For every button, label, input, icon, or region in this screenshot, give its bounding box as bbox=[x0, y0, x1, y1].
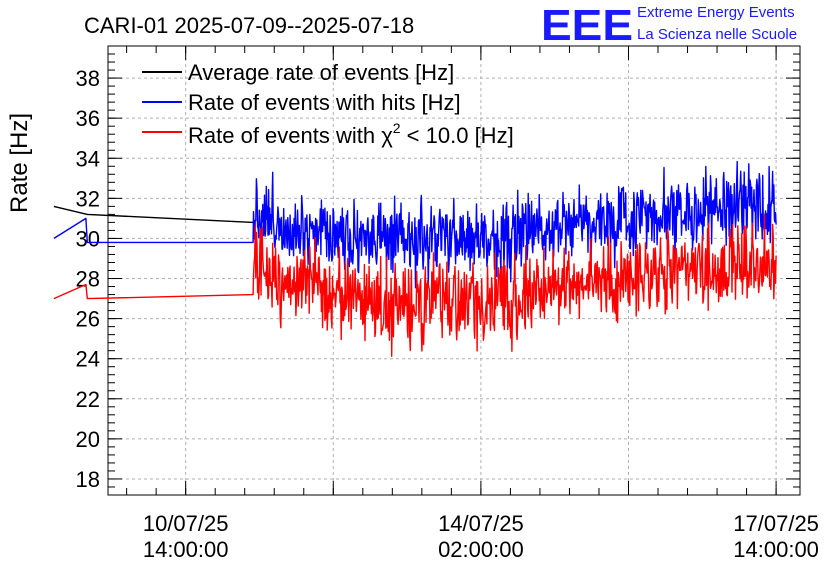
grid-lines bbox=[108, 46, 800, 495]
legend: Average rate of events [Hz] Rate of even… bbox=[142, 60, 514, 148]
series-line-2 bbox=[53, 213, 777, 357]
series-line-1 bbox=[53, 160, 777, 289]
x-tick-date-label: 17/07/25 bbox=[733, 511, 819, 536]
x-tick-time-label: 14:00:00 bbox=[143, 537, 229, 562]
y-axis-label: Rate [Hz] bbox=[6, 113, 33, 213]
eee-logo: EEE Extreme Energy Events La Scienza nel… bbox=[541, 1, 797, 50]
x-tick-date-label: 10/07/25 bbox=[143, 511, 229, 536]
x-tick-time-label: 02:00:00 bbox=[438, 537, 524, 562]
legend-label-hits: Rate of events with hits [Hz] bbox=[188, 90, 461, 115]
x-tick-labels: 10/07/2514:00:0014/07/2502:00:0017/07/25… bbox=[143, 511, 819, 562]
x-tick-time-label: 14:00:00 bbox=[733, 537, 819, 562]
y-tick-label: 18 bbox=[76, 467, 100, 492]
y-tick-label: 22 bbox=[76, 387, 100, 412]
y-tick-label: 20 bbox=[76, 427, 100, 452]
eee-logo-line1: Extreme Energy Events bbox=[637, 4, 795, 21]
legend-label-chi2: Rate of events with χ2 < 10.0 [Hz] bbox=[188, 120, 514, 148]
y-tick-label: 34 bbox=[76, 146, 100, 171]
y-tick-label: 38 bbox=[76, 66, 100, 91]
chart-title: CARI-01 2025-07-09--2025-07-18 bbox=[84, 13, 414, 38]
series-line-0 bbox=[53, 205, 254, 224]
y-tick-label: 36 bbox=[76, 106, 100, 131]
y-tick-label: 26 bbox=[76, 307, 100, 332]
y-tick-label: 24 bbox=[76, 347, 100, 372]
legend-label-average: Average rate of events [Hz] bbox=[188, 60, 454, 85]
eee-logo-mark: EEE bbox=[541, 1, 633, 50]
x-tick-date-label: 14/07/25 bbox=[438, 511, 524, 536]
axis-ticks bbox=[108, 45, 800, 496]
eee-logo-line2: La Scienza nelle Scuole bbox=[637, 26, 797, 43]
y-tick-label: 32 bbox=[76, 186, 100, 211]
series-lines bbox=[53, 160, 777, 357]
